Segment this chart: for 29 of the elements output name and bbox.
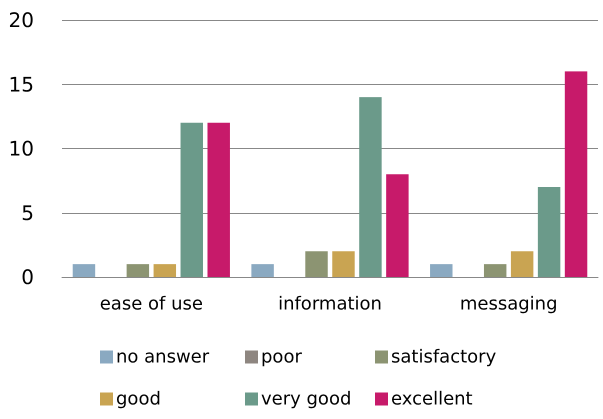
bar (359, 97, 382, 277)
legend-label: satisfactory (391, 346, 497, 368)
y-tick-label: 0 (21, 265, 34, 289)
x-tick-label: ease of use (100, 294, 203, 314)
legend-label: poor (261, 346, 302, 368)
y-tick-label: 10 (8, 136, 34, 160)
bar (430, 264, 453, 277)
legend-label: very good (261, 388, 352, 410)
bar (207, 122, 230, 277)
bar (332, 251, 355, 277)
y-tick-label: 20 (8, 8, 34, 32)
bar (484, 264, 506, 277)
x-tick-label: information (278, 294, 382, 314)
x-tick-label: messaging (460, 294, 558, 314)
bar (386, 174, 409, 277)
legend-label: no answer (116, 346, 210, 368)
bar (564, 71, 588, 277)
bar (72, 264, 96, 277)
bar (251, 264, 274, 277)
y-tick-label: 5 (21, 200, 34, 225)
bar (538, 187, 560, 277)
bar (305, 251, 328, 277)
bar (180, 122, 203, 277)
legend-label: excellent (391, 388, 473, 410)
y-tick-label: 15 (8, 72, 34, 96)
bar (510, 251, 534, 277)
bar (126, 264, 150, 277)
bar (154, 264, 176, 277)
legend-label: good (116, 388, 161, 410)
